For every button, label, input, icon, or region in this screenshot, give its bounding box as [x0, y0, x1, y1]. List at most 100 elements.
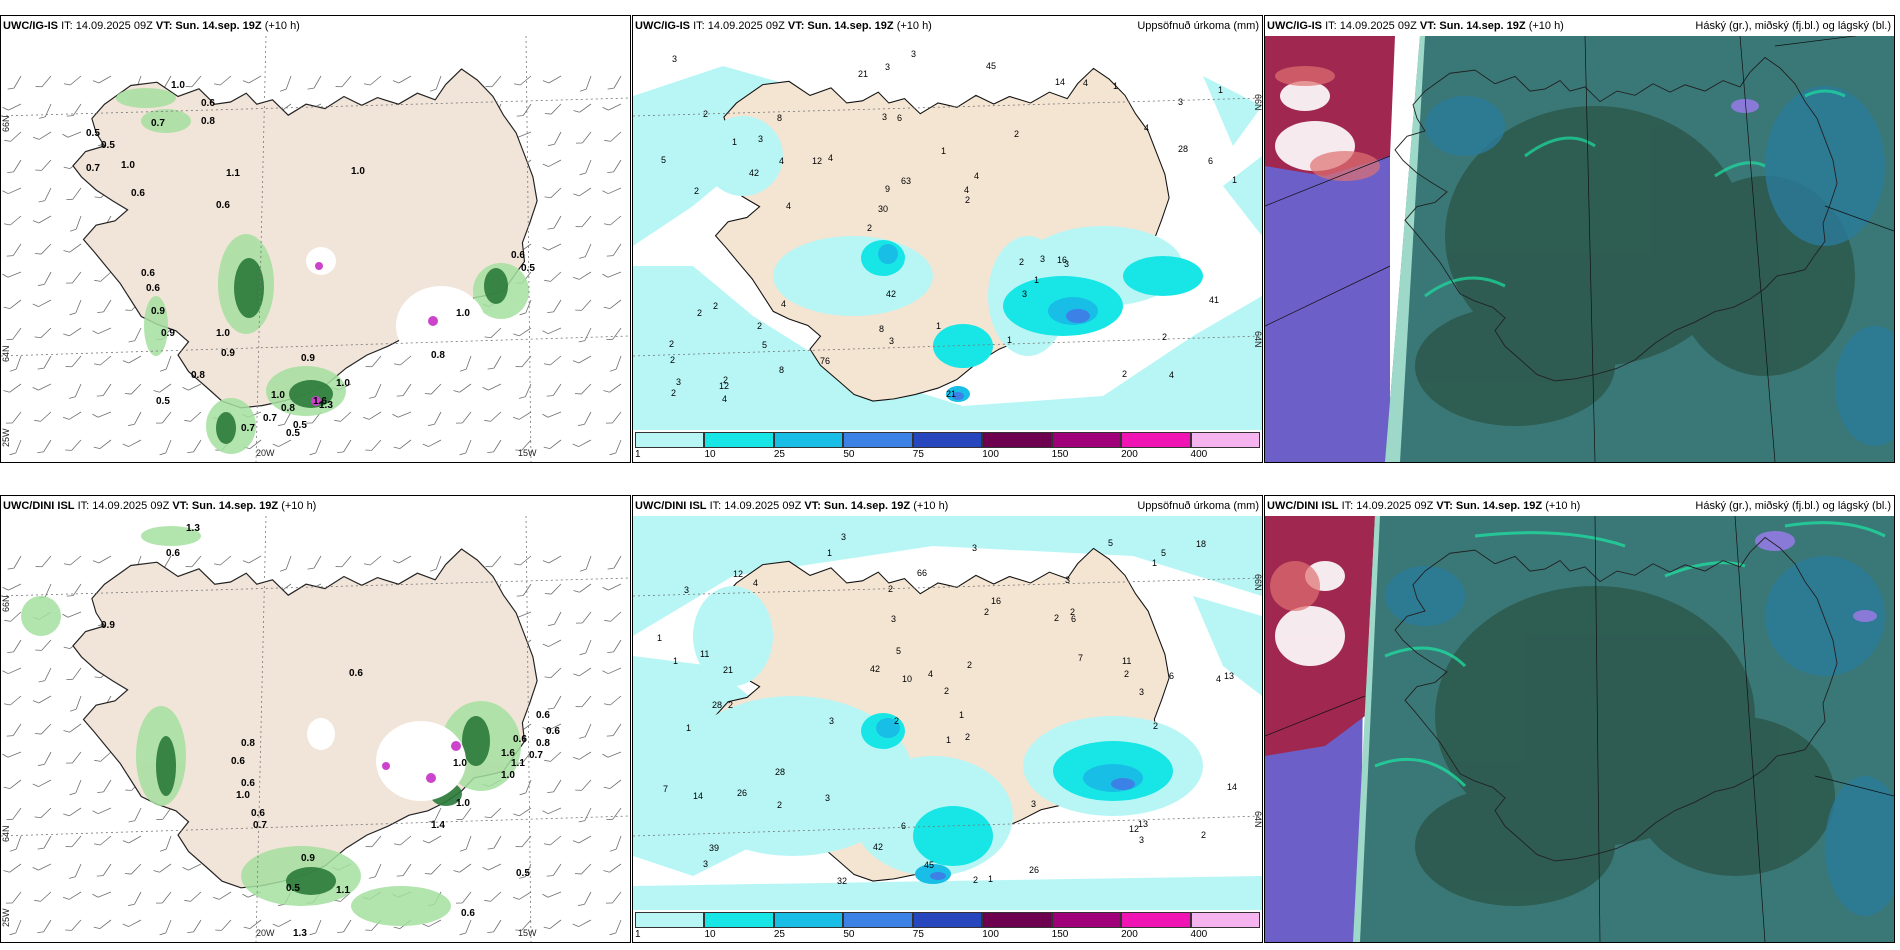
- colorbar-tick: 50: [843, 929, 855, 940]
- valid-label: VT:: [1436, 500, 1453, 512]
- wind-speed-label: 0.9: [151, 306, 165, 317]
- precip-value-label: 39: [709, 843, 719, 853]
- wind-speed-label: 0.8: [241, 738, 255, 749]
- precip-value-label: 2: [1124, 669, 1129, 679]
- precip-value-label: 2: [1201, 830, 1206, 840]
- precip-value-label: 2: [694, 186, 699, 196]
- lon-label-20w: 20W: [256, 928, 275, 938]
- precip-value-label: 26: [1029, 865, 1039, 875]
- wind-speed-label: 1.3: [186, 523, 200, 534]
- colorbar-swatch: [843, 912, 913, 928]
- colorbar-swatch: [773, 432, 844, 448]
- precip-map: 66N 64N 3 3 4 2 2 2 3 2 1 2 2 3 1 3 2 1 6 5 7 28 21 28 13 6 7 11 1…: [633, 516, 1262, 910]
- model-name: UWC/DINI ISL: [1267, 500, 1339, 512]
- precip-value-label: 2: [973, 875, 978, 885]
- wind-speed-label: 1.0: [236, 790, 250, 801]
- precip-value-label: 1: [946, 735, 951, 745]
- wind-value-labels: 1.00.70.60.80.50.50.7 1.00.61.10.61.00.60…: [86, 80, 535, 439]
- precip-value-label: 12: [1129, 824, 1139, 834]
- field-title: Uppsöfnuð úrkoma (mm): [1137, 20, 1259, 32]
- precip-value-label: 8: [779, 365, 784, 375]
- precip-value-label: 2: [1122, 369, 1127, 379]
- lead-time: (+10 h): [281, 500, 317, 512]
- precip-value-label: 3: [841, 532, 846, 542]
- precip-value-label: 30: [878, 204, 888, 214]
- wind-speed-label: 1.0: [501, 770, 515, 781]
- colorbar-tick: 200: [1121, 929, 1138, 940]
- precip-value-label: 4: [974, 171, 979, 181]
- precip-value-label: 1: [1113, 81, 1118, 91]
- wind-speed-label: 0.5: [286, 883, 300, 894]
- precip-value-label: 4: [786, 201, 791, 211]
- precip-value-label: 6: [897, 113, 902, 123]
- lon-label-25w: 25W: [1, 908, 11, 927]
- precip-value-label: 1: [988, 874, 993, 884]
- precip-value-label: 2: [713, 301, 718, 311]
- precip-value-label: 1: [1218, 85, 1223, 95]
- precip-value-label: 14: [693, 791, 703, 801]
- wind-speed-label: 0.6: [251, 808, 265, 819]
- precip-value-label: 5: [1161, 548, 1166, 558]
- colorbar-tick: 50: [843, 449, 855, 460]
- colorbar-tick: 75: [912, 929, 924, 940]
- precip-value-label: 8: [879, 324, 884, 334]
- precip-value-label: 2: [888, 584, 893, 594]
- precip-value-label: 4: [1083, 78, 1088, 88]
- colorbar-swatch: [1190, 912, 1260, 928]
- panel-header: UWC/IG-IS IT: 14.09.2025 09Z VT: Sun. 14…: [1265, 16, 1894, 36]
- precip-value-label: 12: [733, 569, 743, 579]
- valid-time: Sun. 14.sep. 19Z: [1455, 500, 1543, 512]
- panel-wind-dini: UWC/DINI ISL IT: 14.09.2025 09Z VT: Sun.…: [0, 495, 631, 943]
- wind-speed-label: 0.6: [131, 188, 145, 199]
- wind-speed-label: 0.6: [511, 250, 525, 261]
- precip-value-label: 1: [1007, 335, 1012, 345]
- colorbar-swatch: [1051, 912, 1122, 928]
- valid-time: Sun. 14.sep. 19Z: [1439, 20, 1526, 32]
- precip-value-label: 3: [972, 543, 977, 553]
- wind-speed-label: 0.6: [146, 283, 160, 294]
- precip-value-label: 5: [1108, 538, 1113, 548]
- valid-label: VT:: [804, 500, 821, 512]
- wind-speed-label: 0.9: [301, 853, 315, 864]
- lat-label-64n: 64N: [1253, 331, 1262, 348]
- lon-label-20w: 20W: [256, 448, 275, 458]
- precip-value-label: 3: [882, 112, 887, 122]
- init-time: IT: 14.09.2025 09Z: [693, 20, 785, 32]
- init-time: IT: 14.09.2025 09Z: [61, 20, 153, 32]
- init-time: IT: 14.09.2025 09Z: [77, 500, 170, 512]
- colorbar-swatch: [704, 432, 774, 448]
- wind-speed-label: 0.7: [241, 423, 255, 434]
- panel-clouds-igis: UWC/IG-IS IT: 14.09.2025 09Z VT: Sun. 14…: [1264, 15, 1895, 463]
- wind-speed-label: 0.7: [86, 163, 100, 174]
- wind-speed-label: 1.0: [216, 328, 230, 339]
- wind-speed-label: 1.1: [226, 168, 240, 179]
- precip-value-label: 8: [777, 113, 782, 123]
- precip-value-label: 76: [820, 356, 830, 366]
- wind-speed-label: 0.5: [521, 263, 535, 274]
- precip-value-label: 45: [986, 61, 996, 71]
- lead-time: (+10 h): [1545, 500, 1581, 512]
- wind-speed-label: 0.9: [101, 620, 115, 631]
- wind-speed-label: 1.6: [313, 396, 327, 407]
- precip-value-label: 1: [941, 146, 946, 156]
- lon-label-15w: 15W: [518, 448, 537, 458]
- precip-value-label: 3: [1040, 254, 1045, 264]
- precip-value-label: 12: [719, 381, 729, 391]
- panel-wind-igis: UWC/IG-IS IT: 14.09.2025 09Z VT: Sun. 14…: [0, 15, 631, 463]
- colorbar-tick: 150: [1051, 449, 1069, 460]
- precip-value-label: 2: [965, 732, 970, 742]
- wind-speed-label: 0.6: [513, 734, 527, 745]
- wind-speed-label: 1.1: [336, 885, 350, 896]
- lat-label-64n: 64N: [1253, 811, 1262, 828]
- colorbar-swatch: [1121, 432, 1191, 448]
- precip-value-label: 4: [1216, 674, 1221, 684]
- precip-value-label: 3: [1031, 799, 1036, 809]
- model-name: UWC/IG-IS: [3, 20, 58, 32]
- wind-speed-label: 1.1: [511, 758, 525, 769]
- precip-value-label: 2: [697, 308, 702, 318]
- precip-value-label: 16: [1057, 255, 1067, 265]
- wind-speed-label: 0.9: [161, 328, 175, 339]
- wind-speed-label: 0.6: [231, 756, 245, 767]
- precip-value-label: 4: [828, 153, 833, 163]
- colorbar-swatch: [773, 912, 844, 928]
